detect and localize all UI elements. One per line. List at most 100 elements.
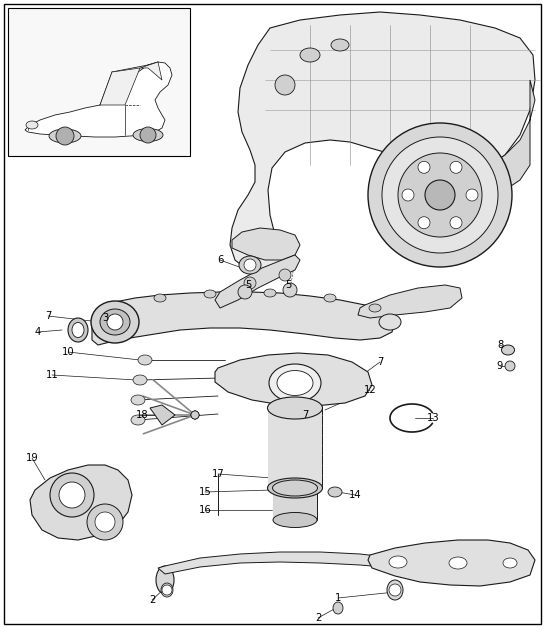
Circle shape <box>191 411 199 419</box>
Ellipse shape <box>156 566 174 594</box>
Text: 8: 8 <box>497 340 503 350</box>
Polygon shape <box>158 552 420 574</box>
Ellipse shape <box>268 478 323 498</box>
Bar <box>8 8 190 156</box>
Circle shape <box>368 123 512 267</box>
Ellipse shape <box>268 397 323 419</box>
Ellipse shape <box>154 294 166 302</box>
Ellipse shape <box>26 121 38 129</box>
Polygon shape <box>92 292 395 345</box>
Text: 9: 9 <box>497 361 503 371</box>
Circle shape <box>56 127 74 145</box>
Circle shape <box>418 217 430 229</box>
Ellipse shape <box>379 314 401 330</box>
Polygon shape <box>215 353 372 406</box>
Ellipse shape <box>269 364 321 402</box>
Text: 2: 2 <box>149 595 155 605</box>
Polygon shape <box>140 62 162 80</box>
Ellipse shape <box>131 395 145 405</box>
Ellipse shape <box>300 48 320 62</box>
Ellipse shape <box>68 318 88 342</box>
Circle shape <box>275 75 295 95</box>
Ellipse shape <box>324 294 336 302</box>
Circle shape <box>191 411 199 419</box>
Circle shape <box>191 411 199 419</box>
Text: 7: 7 <box>377 357 383 367</box>
Ellipse shape <box>387 580 403 600</box>
Polygon shape <box>30 465 132 540</box>
Circle shape <box>450 161 462 173</box>
Text: 14: 14 <box>349 490 361 500</box>
Polygon shape <box>368 540 535 586</box>
Circle shape <box>191 411 199 419</box>
Circle shape <box>279 269 291 281</box>
Text: 10: 10 <box>62 347 74 357</box>
Circle shape <box>382 137 498 253</box>
Ellipse shape <box>333 602 343 614</box>
Ellipse shape <box>91 301 139 343</box>
Circle shape <box>450 217 462 229</box>
Text: 16: 16 <box>198 505 211 515</box>
Ellipse shape <box>501 345 514 355</box>
Circle shape <box>244 259 256 271</box>
Text: 18: 18 <box>136 410 148 420</box>
Polygon shape <box>490 80 535 195</box>
Circle shape <box>162 585 172 595</box>
Circle shape <box>418 161 430 173</box>
Circle shape <box>238 285 252 299</box>
Ellipse shape <box>503 558 517 568</box>
Ellipse shape <box>100 309 130 335</box>
Circle shape <box>389 584 401 596</box>
Text: 12: 12 <box>364 385 377 395</box>
Text: 3: 3 <box>102 313 108 323</box>
Ellipse shape <box>72 323 84 337</box>
Circle shape <box>244 277 256 289</box>
Polygon shape <box>232 228 300 260</box>
Ellipse shape <box>204 290 216 298</box>
Polygon shape <box>358 285 462 318</box>
Text: 4: 4 <box>35 327 41 337</box>
Ellipse shape <box>264 289 276 297</box>
Text: 1: 1 <box>335 593 341 603</box>
Circle shape <box>59 482 85 508</box>
Circle shape <box>398 153 482 237</box>
Circle shape <box>402 189 414 201</box>
Text: 2: 2 <box>315 613 321 623</box>
Ellipse shape <box>49 129 81 143</box>
Text: 13: 13 <box>427 413 439 423</box>
Text: 19: 19 <box>26 453 38 463</box>
Text: 7: 7 <box>45 311 51 321</box>
Circle shape <box>425 180 455 210</box>
Polygon shape <box>100 68 140 105</box>
Bar <box>273 490 317 520</box>
Ellipse shape <box>272 480 318 496</box>
Ellipse shape <box>239 256 261 274</box>
Ellipse shape <box>389 556 407 568</box>
Circle shape <box>466 189 478 201</box>
Polygon shape <box>25 62 172 137</box>
Ellipse shape <box>331 39 349 51</box>
Ellipse shape <box>328 487 342 497</box>
Circle shape <box>107 314 123 330</box>
Ellipse shape <box>133 375 147 385</box>
Text: 7: 7 <box>302 410 308 420</box>
Circle shape <box>283 283 297 297</box>
Bar <box>268 408 322 488</box>
Text: 5: 5 <box>285 280 291 290</box>
Text: 5: 5 <box>245 280 251 290</box>
Ellipse shape <box>138 355 152 365</box>
Ellipse shape <box>449 557 467 569</box>
Polygon shape <box>230 12 535 275</box>
Circle shape <box>505 361 515 371</box>
Ellipse shape <box>369 304 381 312</box>
Circle shape <box>50 473 94 517</box>
Ellipse shape <box>131 415 145 425</box>
Ellipse shape <box>273 512 317 528</box>
Text: 15: 15 <box>198 487 211 497</box>
Ellipse shape <box>133 129 163 141</box>
Text: 6: 6 <box>217 255 223 265</box>
Circle shape <box>87 504 123 540</box>
Circle shape <box>95 512 115 532</box>
Polygon shape <box>215 255 300 308</box>
Ellipse shape <box>161 583 173 597</box>
